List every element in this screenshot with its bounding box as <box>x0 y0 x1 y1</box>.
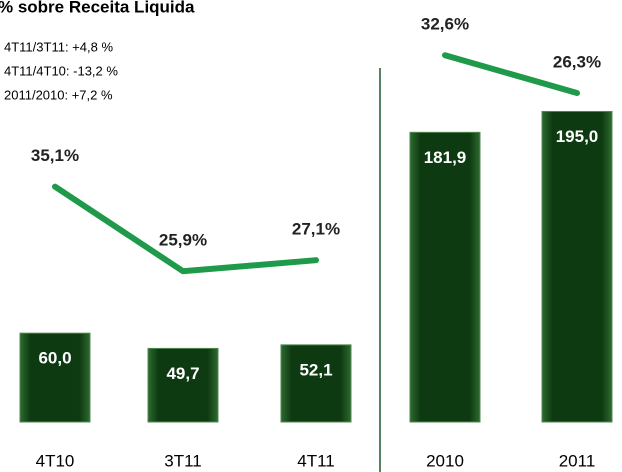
x-tick-label: 3T11 <box>164 451 202 470</box>
line-value-label: 26,3% <box>553 53 601 72</box>
line-value-label: 35,1% <box>31 146 79 165</box>
x-tick-label: 4T11 <box>297 451 335 470</box>
bar <box>541 110 613 423</box>
bar-value-label: 52,1 <box>299 360 332 379</box>
annotation: 4T11/3T11: +4,8 % <box>4 39 113 54</box>
bar <box>19 332 91 423</box>
chart-title: % sobre Receita Liquida <box>0 0 195 16</box>
x-tick-label: 2011 <box>559 451 596 470</box>
annotation: 4T11/4T10: -13,2 % <box>4 63 118 78</box>
bar <box>280 344 352 423</box>
line <box>52 183 319 275</box>
bar <box>147 347 219 423</box>
line <box>442 52 580 97</box>
bar-value-label: 195,0 <box>556 127 599 146</box>
line-value-label: 25,9% <box>159 231 207 250</box>
line-value-label: 32,6% <box>421 15 469 34</box>
bar <box>409 131 481 423</box>
line-value-label: 27,1% <box>292 220 340 239</box>
x-tick-label: 4T10 <box>36 451 75 470</box>
annotation: 2011/2010: +7,2 % <box>4 87 113 102</box>
bar-value-label: 60,0 <box>38 349 71 368</box>
bar-value-label: 181,9 <box>424 148 467 167</box>
x-tick-label: 2010 <box>426 451 464 470</box>
bar-value-label: 49,7 <box>166 364 199 383</box>
